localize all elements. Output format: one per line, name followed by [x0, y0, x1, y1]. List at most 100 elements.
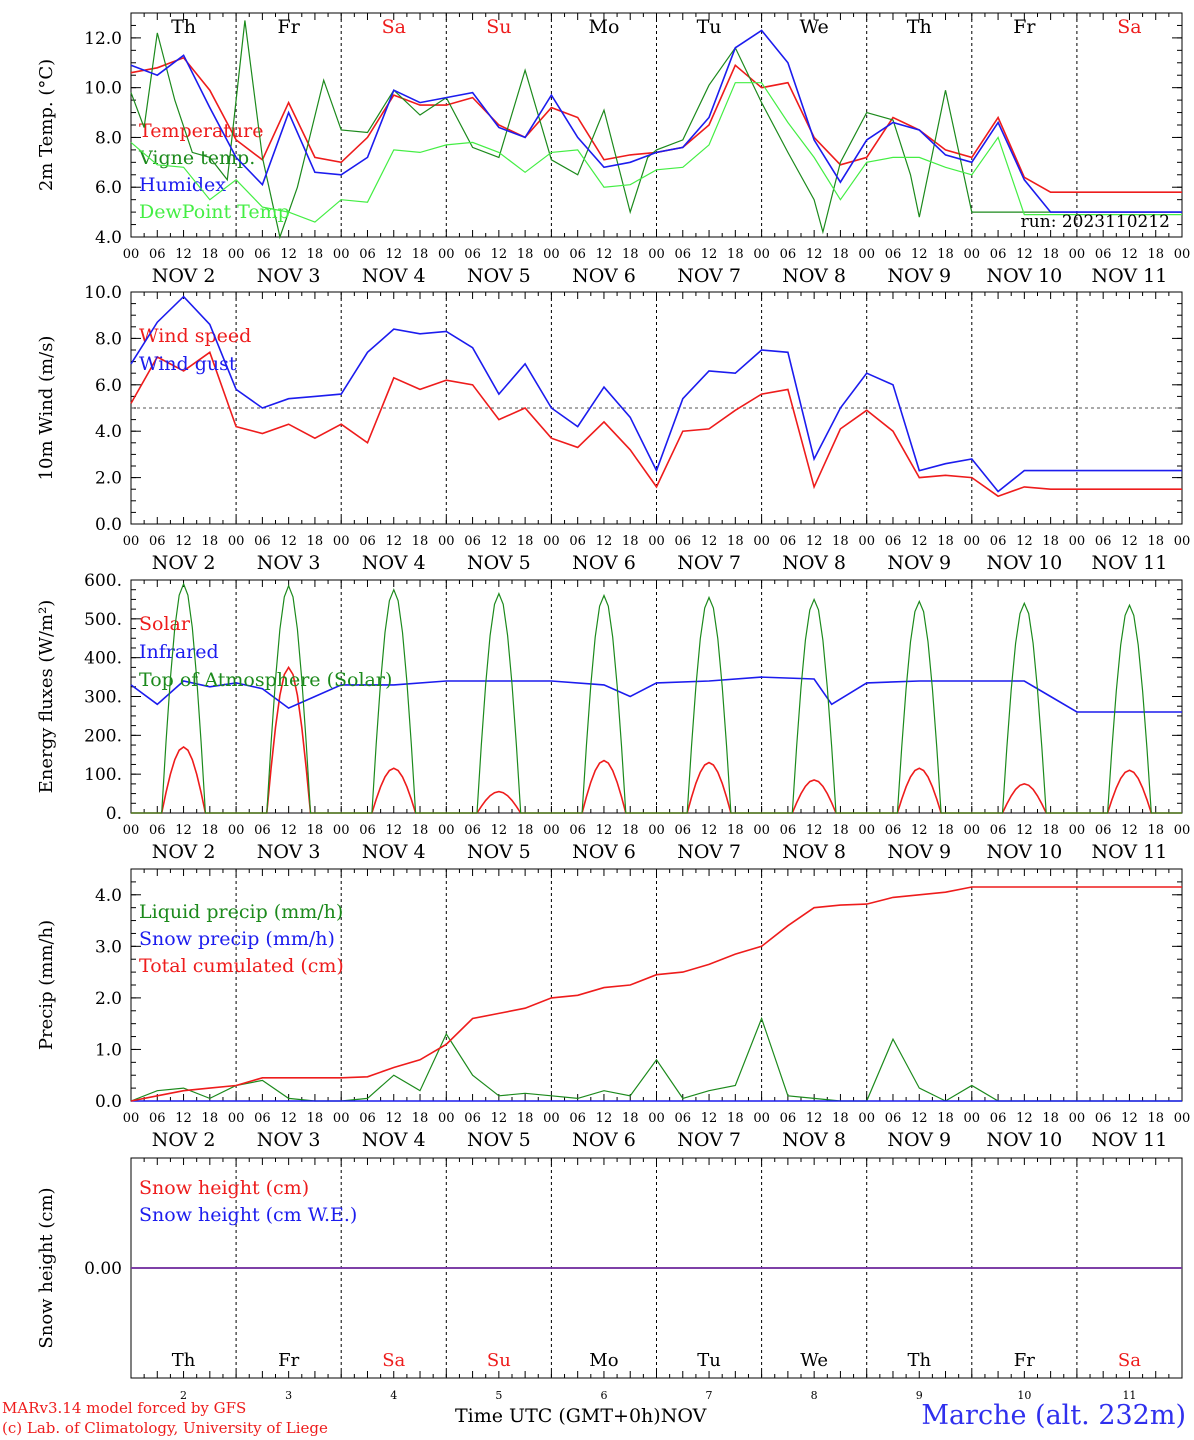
panel-2-hour-label: 06: [780, 534, 797, 549]
panel-5-weekday-label: Mo: [589, 1350, 618, 1371]
panel-4-y-axis-label: Precip (mm/h): [36, 920, 57, 1050]
panel-1-date-label: NOV 6: [572, 265, 636, 287]
panel-4-hour-label: 12: [280, 1111, 297, 1126]
panel-4-date-label: NOV 4: [362, 1129, 426, 1151]
panel-3-hour-label: 12: [806, 823, 823, 838]
panel-4-hour-label: 18: [517, 1111, 534, 1126]
panel-2-legend-entry: Wind speed: [139, 325, 251, 347]
panel-4-hour-label: 12: [491, 1111, 508, 1126]
panel-1-weekday-label: Mo: [588, 16, 619, 38]
panel-2-hour-label: 18: [517, 534, 534, 549]
panel-1-date-label: NOV 10: [986, 265, 1062, 287]
panel-1-hour-label: 00: [438, 247, 455, 262]
panel-1-date-label: NOV 5: [467, 265, 531, 287]
panel-2-hour-label: 18: [307, 534, 324, 549]
panel-3-hour-label: 00: [123, 823, 140, 838]
panel-4-legend-entry: Liquid precip (mm/h): [139, 901, 343, 923]
panel-4-hour-label: 12: [385, 1111, 402, 1126]
panel-1-hour-label: 00: [543, 247, 560, 262]
panel-2-date-label: NOV 4: [362, 552, 426, 574]
panel-1-date-label: NOV 9: [887, 265, 951, 287]
panel-4-hour-label: 06: [149, 1111, 166, 1126]
panel-1-hour-label: 00: [753, 247, 770, 262]
panel-1-y-tick-label: 10.0: [84, 79, 122, 99]
panel-3-hour-label: 06: [885, 823, 902, 838]
time-axis-month: NOV: [660, 1405, 707, 1427]
panel-3-hour-label: 12: [1016, 823, 1033, 838]
panel-5-weekday-label: Th: [172, 1350, 196, 1371]
panel-3-hour-label: 12: [701, 823, 718, 838]
panel-3-legend-entry: Solar: [139, 613, 191, 635]
panel-1-legend-entry: DewPoint Temp: [139, 201, 290, 223]
panel-2-hour-label: 12: [1016, 534, 1033, 549]
panel-3-date-label: NOV 3: [257, 841, 321, 863]
panel-1-hour-label: 00: [228, 247, 245, 262]
panel-4-hour-label: 12: [1121, 1111, 1138, 1126]
panel-1-hour-label: 06: [359, 247, 376, 262]
panel-3-hour-label: 18: [1042, 823, 1059, 838]
panel-2-legend-entry: Wind gust: [139, 353, 237, 375]
panel-1-hour-label: 18: [937, 247, 954, 262]
panel-4-hour-label: 18: [412, 1111, 429, 1126]
panel-1-legend-entry: Vigne temp.: [138, 147, 255, 169]
panel-2-hour-label: 12: [596, 534, 613, 549]
panel-1-hour-label: 06: [1095, 247, 1112, 262]
panel-4-hour-label: 18: [202, 1111, 219, 1126]
panel-3-legend-entry: Top of Atmosphere (Solar): [139, 669, 392, 691]
panel-5-weekday-label: Sa: [382, 1350, 405, 1371]
panel-2-hour-label: 12: [280, 534, 297, 549]
panel-4-hour-label: 06: [780, 1111, 797, 1126]
panel-3-date-label: NOV 8: [782, 841, 846, 863]
panel-4-legend-entry: Snow precip (mm/h): [139, 928, 335, 950]
panel-4-y-tick-label: 2.0: [95, 989, 122, 1009]
panel-1-hour-label: 00: [1174, 247, 1191, 262]
panel-4-hour-label: 18: [832, 1111, 849, 1126]
panel-1-hour-label: 18: [832, 247, 849, 262]
panel-3-hour-label: 06: [1095, 823, 1112, 838]
panel-1-run-annotation: run: 2023110212: [1021, 212, 1170, 232]
panel-1-hour-label: 06: [464, 247, 481, 262]
panel-1-hour-label: 12: [385, 247, 402, 262]
panel-3-hour-label: 06: [254, 823, 271, 838]
panel-3-legend-entry: Infrared: [139, 641, 219, 663]
panel-2-hour-label: 18: [202, 534, 219, 549]
panel-3-hour-label: 12: [491, 823, 508, 838]
panel-4-hour-label: 00: [1069, 1111, 1086, 1126]
panel-1-weekday-label: Fr: [1013, 16, 1036, 38]
panel-2-hour-label: 06: [569, 534, 586, 549]
panel-4-hour-label: 12: [596, 1111, 613, 1126]
panel-4-hour-label: 12: [1016, 1111, 1033, 1126]
panel-4-hour-label: 18: [622, 1111, 639, 1126]
panel-5-date-number: 9: [916, 1389, 923, 1402]
panel-1-weekday-label: We: [800, 16, 829, 38]
panel-1-hour-label: 12: [280, 247, 297, 262]
panel-5-legend-entry: Snow height (cm): [139, 1177, 309, 1199]
panel-1-hour-label: 18: [727, 247, 744, 262]
panel-2-date-label: NOV 8: [782, 552, 846, 574]
panel-2-y-tick-label: 8.0: [95, 329, 122, 349]
panel-2-hour-label: 12: [175, 534, 192, 549]
panel-1-weekday-label: Th: [171, 16, 196, 38]
panel-3-hour-label: 06: [569, 823, 586, 838]
panel-1-hour-label: 06: [569, 247, 586, 262]
panel-2-hour-label: 00: [333, 534, 350, 549]
panel-4-date-label: NOV 6: [572, 1129, 636, 1151]
panel-1-hour-label: 12: [491, 247, 508, 262]
panel-3-hour-label: 18: [832, 823, 849, 838]
panel-4-hour-label: 00: [123, 1111, 140, 1126]
panel-3-hour-label: 12: [385, 823, 402, 838]
panel-4-hour-label: 00: [648, 1111, 665, 1126]
panel-1-hour-label: 00: [1069, 247, 1086, 262]
panel-3-series-line: [131, 582, 1182, 814]
panel-1-date-label: NOV 4: [362, 265, 426, 287]
panel-2-hour-label: 12: [911, 534, 928, 549]
panel-1-hour-label: 06: [885, 247, 902, 262]
panel-1-series-line: [130, 56, 1182, 193]
panel-1-hour-label: 00: [964, 247, 981, 262]
panel-3-date-label: NOV 11: [1092, 841, 1168, 863]
panel-3-date-label: NOV 4: [362, 841, 426, 863]
panel-2-y-tick-label: 10.0: [84, 283, 122, 303]
panel-3-date-label: NOV 7: [677, 841, 741, 863]
panel-2-hour-label: 06: [464, 534, 481, 549]
